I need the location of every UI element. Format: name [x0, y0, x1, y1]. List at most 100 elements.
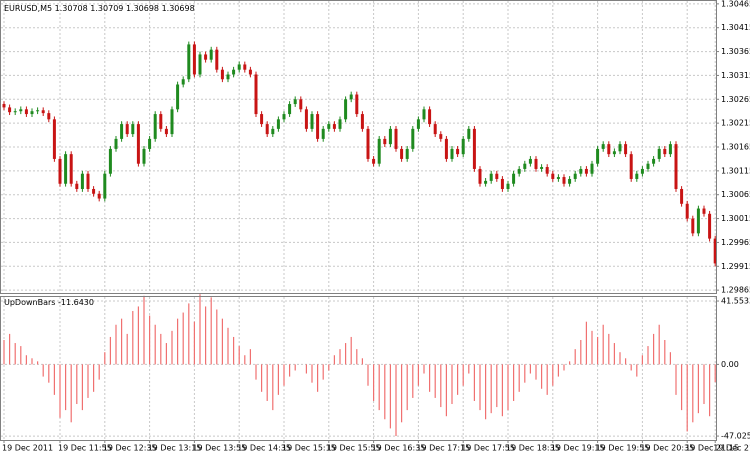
- candle-body: [243, 64, 247, 70]
- candle-body: [142, 148, 146, 164]
- candle-body: [209, 49, 213, 60]
- candle-body: [338, 119, 342, 129]
- candle-body: [568, 178, 572, 184]
- indicator-y-tick-label: 41.5533: [721, 297, 750, 306]
- candle-body: [204, 54, 208, 60]
- y-tick-label: 1.30465: [721, 0, 750, 8]
- candle-body: [596, 148, 600, 164]
- x-tick-label: 19 Dec 21:15: [685, 444, 739, 453]
- candle-body: [540, 167, 544, 169]
- candle-body: [612, 151, 616, 155]
- candle-body: [500, 178, 504, 189]
- candle-body: [170, 109, 174, 135]
- candle-body: [456, 148, 460, 155]
- candle-body: [635, 173, 639, 179]
- candle-body: [332, 124, 336, 129]
- indicator-current: -11.6430: [58, 298, 94, 307]
- y-tick-label: 1.29865: [721, 286, 750, 295]
- x-tick-label: 19 Dec 17:15: [416, 444, 470, 453]
- y-tick-label: 1.30115: [721, 166, 750, 175]
- candle-body: [584, 168, 588, 174]
- x-tick-label: 19 Dec 19:55: [596, 444, 650, 453]
- x-tick-label: 19 Dec 17:55: [461, 444, 515, 453]
- indicator-y-tick-label: 0.00: [721, 360, 739, 369]
- candle-body: [640, 168, 644, 174]
- quote-open: 1.30708: [55, 4, 88, 13]
- indicator-name: UpDownBars: [4, 298, 55, 307]
- y-tick-label: 1.30065: [721, 190, 750, 199]
- candle-body: [86, 173, 90, 189]
- candle-body: [58, 158, 62, 184]
- candle-body: [551, 173, 555, 179]
- candle-body: [372, 158, 376, 164]
- mark-layer: [2, 41, 717, 437]
- indicator-panel-frame: [0, 296, 717, 441]
- candle-body: [573, 173, 577, 179]
- candle-body: [680, 188, 684, 204]
- candle-body: [422, 109, 426, 120]
- candle-body: [461, 138, 465, 155]
- candle-body: [114, 138, 118, 149]
- candle-body: [512, 173, 516, 184]
- x-tick-label: 19 Dec 11:55: [58, 444, 112, 453]
- candle-body: [444, 138, 448, 159]
- candle-body: [713, 238, 717, 264]
- candle-body: [579, 168, 583, 174]
- candle-body: [271, 128, 275, 135]
- candle-body: [489, 173, 493, 181]
- candle-body: [24, 109, 28, 115]
- indicator-y-tick-label: -47.0253: [721, 432, 750, 441]
- candle-body: [601, 144, 605, 149]
- candle-body: [304, 109, 308, 129]
- y-tick-label: 1.30415: [721, 23, 750, 32]
- candle-body: [260, 114, 264, 125]
- candle-body: [19, 109, 23, 112]
- x-tick-label: 19 Dec 19:15: [551, 444, 605, 453]
- candle-body: [691, 218, 695, 234]
- candle-body: [41, 110, 45, 114]
- candle-body: [316, 114, 320, 139]
- y-tick-label: 1.30315: [721, 71, 750, 80]
- candle-body: [248, 69, 252, 75]
- candle-body: [198, 54, 202, 75]
- candle-body: [30, 111, 34, 115]
- x-tick-label: 19 Dec 2011: [2, 444, 53, 453]
- candle-body: [534, 158, 538, 169]
- candle-body: [75, 183, 79, 189]
- candle-body: [450, 148, 454, 159]
- x-tick-label: 19 Dec 15:15: [282, 444, 336, 453]
- x-tick-label: 19 Dec 18:35: [506, 444, 560, 453]
- candle-body: [36, 110, 40, 112]
- x-tick-label: 19 Dec 15:55: [327, 444, 381, 453]
- x-tick-label: 19 Dec 16:35: [372, 444, 426, 453]
- candle-body: [668, 144, 672, 155]
- candle-body: [545, 167, 549, 174]
- candle-body: [702, 208, 706, 214]
- candle-body: [299, 99, 303, 110]
- candle-body: [405, 148, 409, 159]
- quote-low: 1.30698: [126, 4, 159, 13]
- candle-body: [484, 180, 488, 184]
- candle-body: [80, 173, 84, 189]
- quote-close: 1.30698: [162, 4, 195, 13]
- candle-body: [288, 104, 292, 115]
- candle-body: [176, 84, 180, 110]
- candle-body: [237, 64, 241, 70]
- candle-body: [355, 94, 359, 115]
- y-tick-label: 1.30265: [721, 95, 750, 104]
- candle-body: [164, 128, 168, 135]
- y-tick-label: 1.30215: [721, 119, 750, 128]
- candle-body: [366, 128, 370, 159]
- candle-body: [590, 163, 594, 174]
- candle-body: [467, 128, 471, 139]
- candle-body: [64, 154, 68, 184]
- candle-body: [416, 119, 420, 129]
- candle-body: [618, 144, 622, 152]
- candle-body: [136, 124, 140, 164]
- symbol: EURUSD,M5: [4, 4, 52, 13]
- candle-body: [125, 124, 129, 135]
- candle-body: [495, 173, 499, 179]
